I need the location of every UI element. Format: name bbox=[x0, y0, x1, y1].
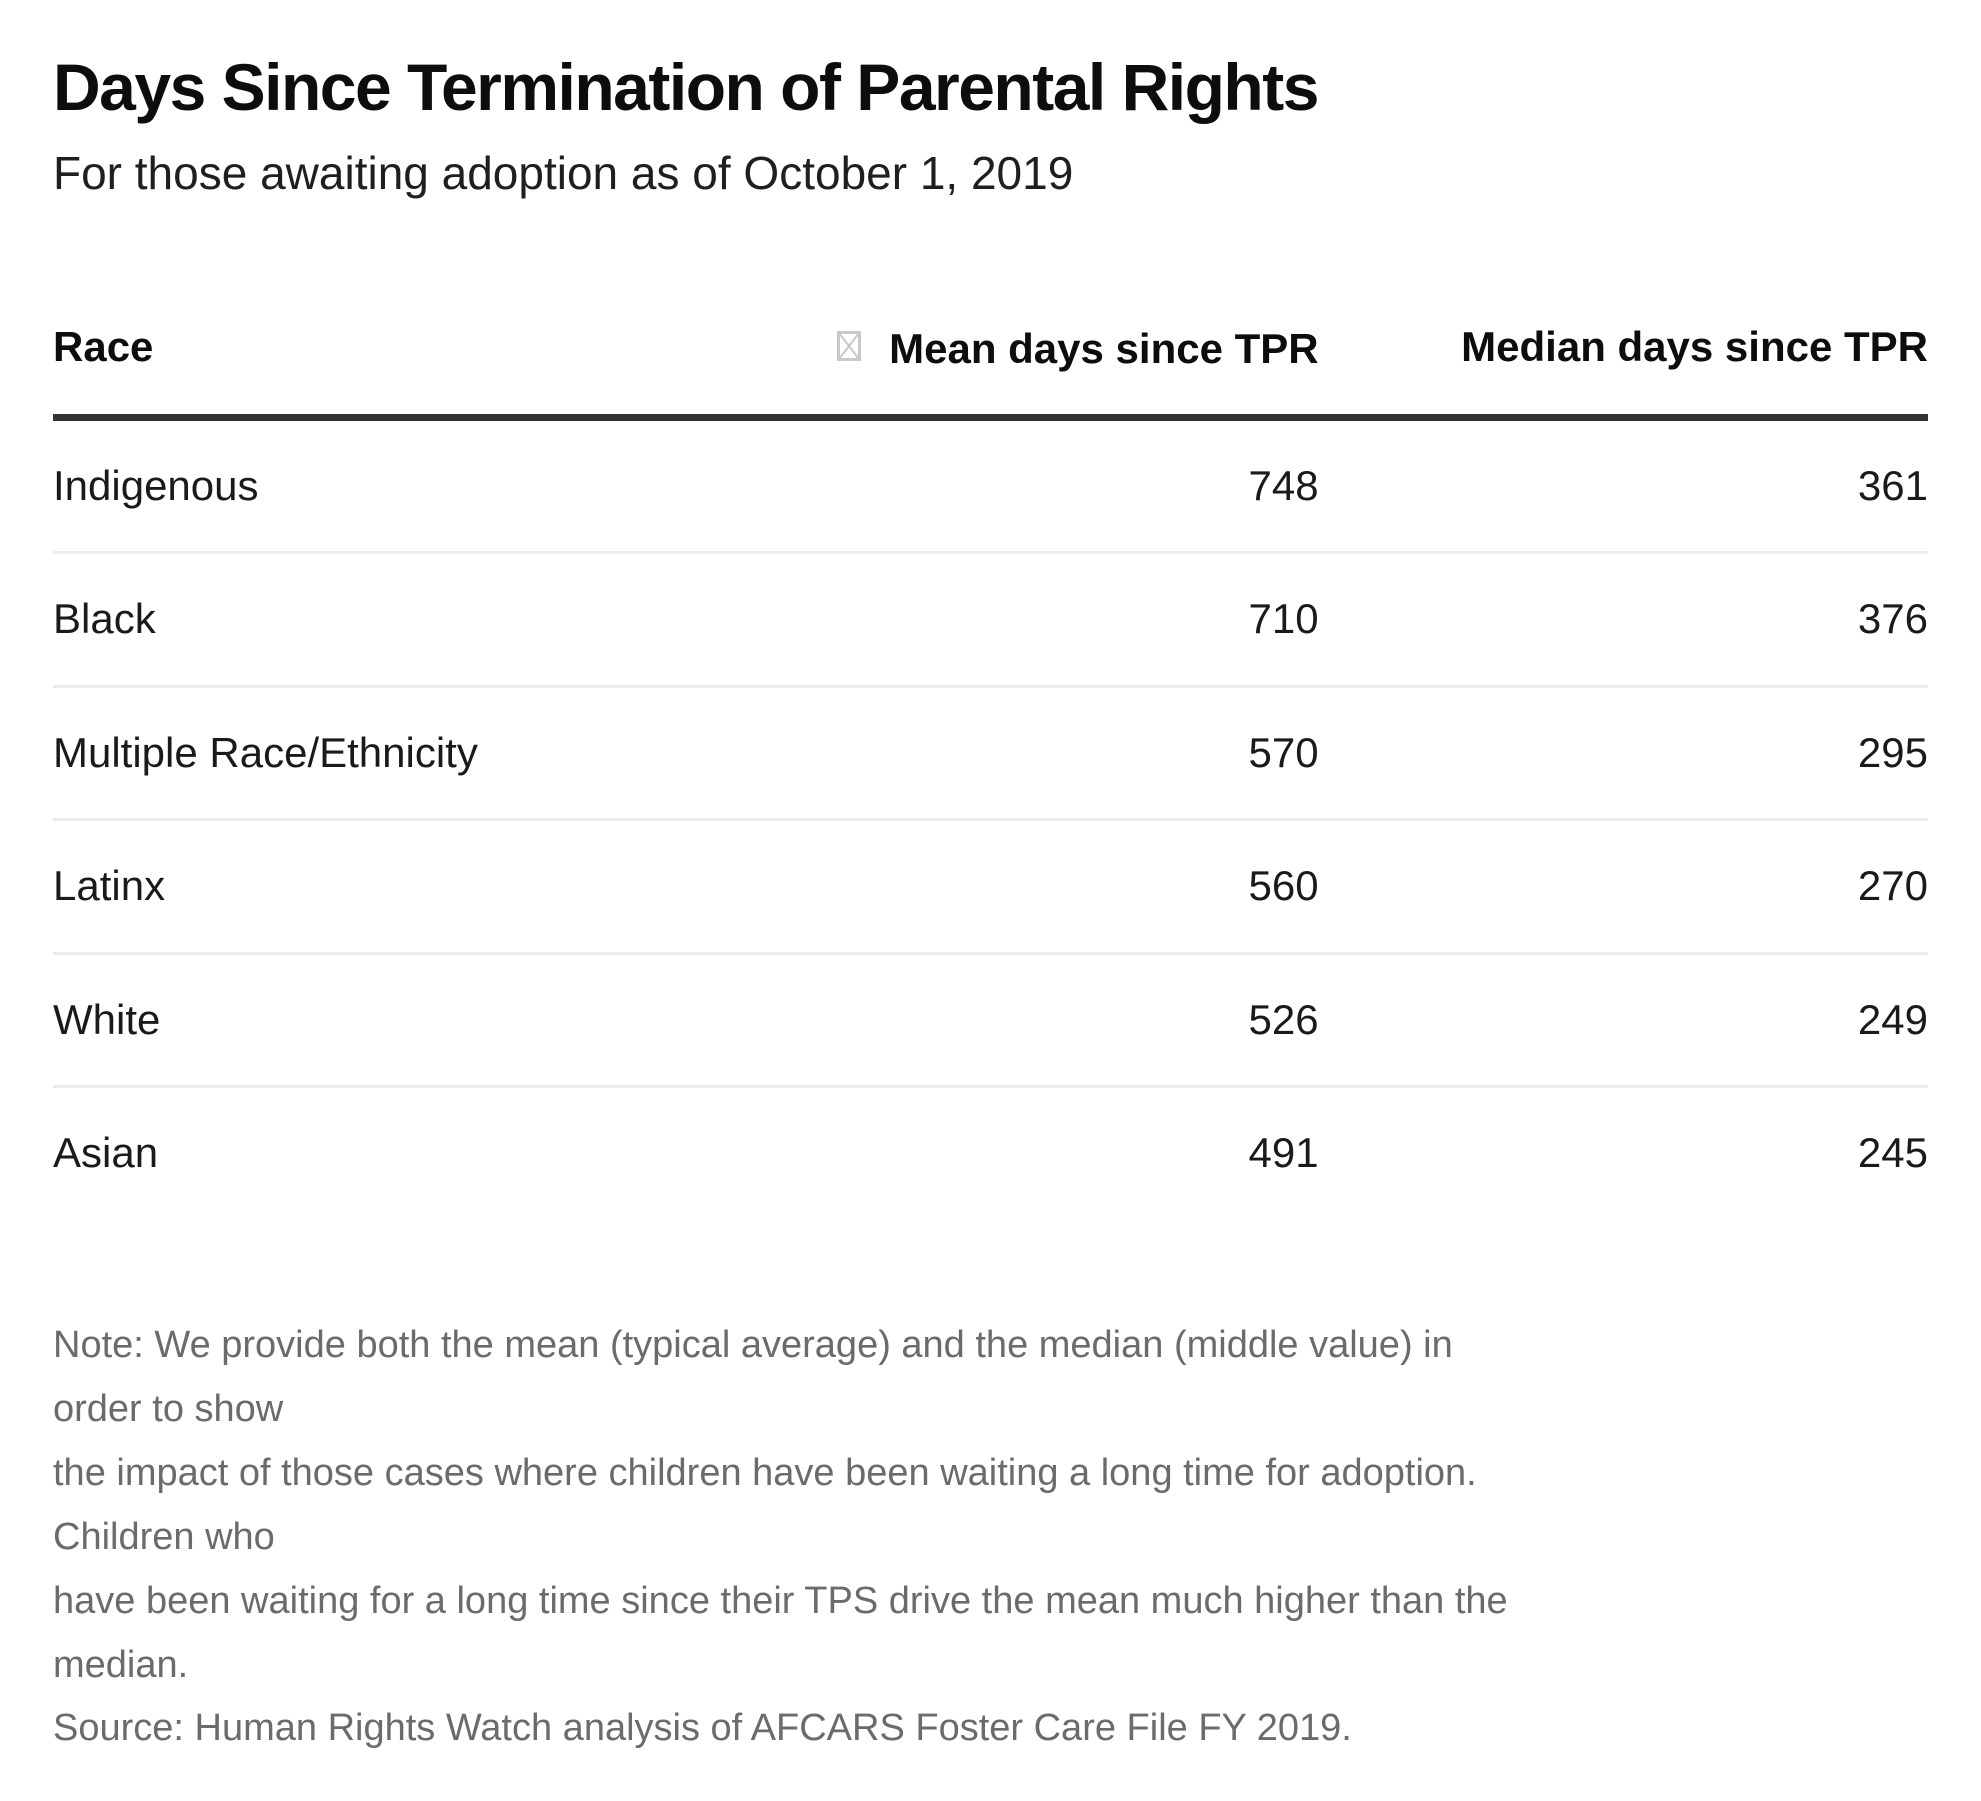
mean-days-cell: 710 bbox=[803, 551, 1319, 687]
median-days-cell: 361 bbox=[1857, 462, 1928, 510]
mean-days-cell: 748 bbox=[1248, 462, 1319, 510]
median-days-cell: 249 bbox=[1318, 951, 1928, 1087]
column-header-median-label: Median days since TPR bbox=[1461, 322, 1928, 370]
page-subtitle: For those awaiting adoption as of Octobe… bbox=[53, 146, 1074, 199]
table-body: Indigenous 748 361 Black 710 376 Multiple Race… bbox=[53, 418, 1928, 1219]
column-header-race: Race bbox=[53, 321, 803, 422]
race-cell: Multiple Race/Ethnicity bbox=[53, 684, 803, 820]
median-days-cell: 245 bbox=[1318, 1085, 1928, 1219]
median-days-cell: 295 bbox=[1318, 684, 1928, 820]
table-header-row: Race Mean days since TPR Median days sin… bbox=[53, 321, 1928, 422]
mean-days-cell: 560 bbox=[803, 818, 1319, 954]
mean-days-cell: 570 bbox=[803, 684, 1319, 820]
table-row: Black 710 376 bbox=[53, 551, 1928, 687]
days-since-tpr-table: Race Mean days since TPR Median days sin… bbox=[53, 321, 1928, 1219]
table-row: Multiple Race/Ethnicity 570 295 bbox=[53, 684, 1928, 820]
median-days-cell: 270 bbox=[1318, 818, 1928, 954]
race-cell: White bbox=[53, 951, 803, 1087]
column-header-race-label: Race bbox=[53, 322, 154, 370]
column-header-mean-label: Mean days since TPR bbox=[889, 324, 1319, 372]
table-row: White 526 249 bbox=[53, 951, 1928, 1087]
note-and-source-text: Note: We provide both the mean (typical … bbox=[53, 1324, 1508, 1750]
table-row: Latinx 560 270 bbox=[53, 818, 1928, 954]
race-cell: Latinx bbox=[53, 818, 803, 954]
race-cell: Indigenous bbox=[53, 462, 259, 510]
table-header: Race Mean days since TPR Median days sin… bbox=[53, 321, 1928, 422]
race-cell: Black bbox=[53, 551, 803, 687]
table-row: Asian 491 245 bbox=[53, 1085, 1928, 1219]
page-title: Days Since Termination of Parental Right… bbox=[53, 50, 1319, 124]
mean-days-cell: 491 bbox=[803, 1085, 1319, 1219]
column-header-median: Median days since TPR bbox=[1318, 321, 1928, 422]
table-row: Indigenous 748 361 bbox=[53, 418, 1928, 553]
median-days-cell: 376 bbox=[1318, 551, 1928, 687]
missing-glyph-icon bbox=[837, 322, 862, 372]
column-header-mean: Mean days since TPR bbox=[803, 321, 1319, 422]
race-cell: Asian bbox=[53, 1085, 803, 1219]
mean-days-cell: 526 bbox=[803, 951, 1319, 1087]
